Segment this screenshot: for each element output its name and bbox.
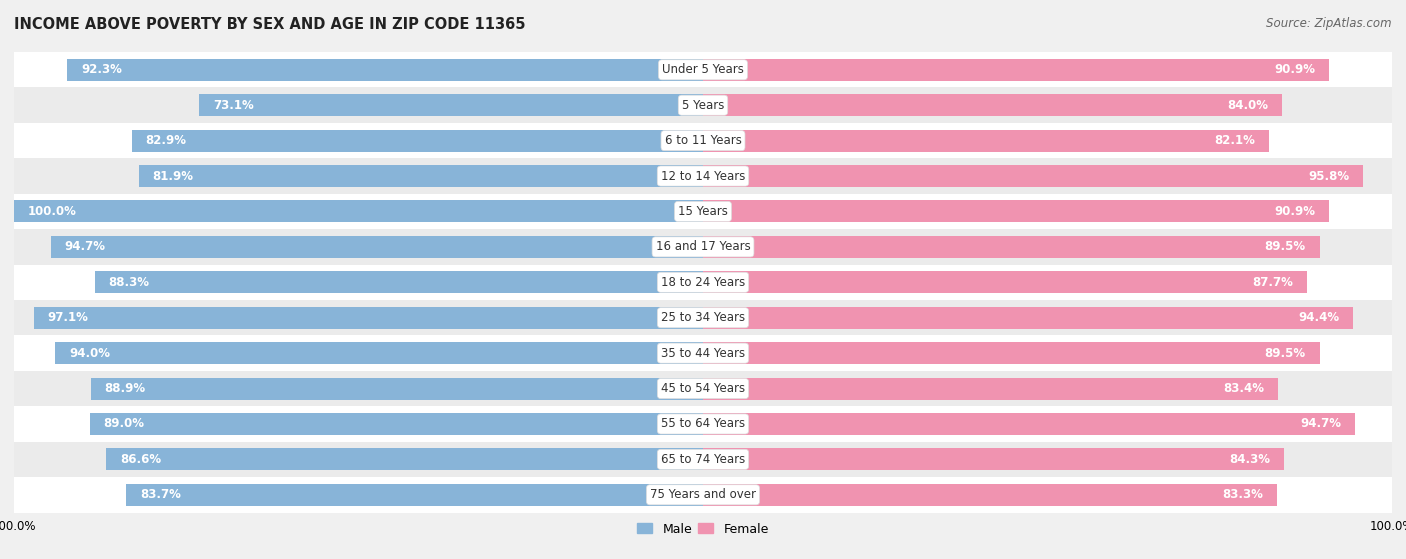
Text: 90.9%: 90.9% [1274, 63, 1316, 76]
Text: INCOME ABOVE POVERTY BY SEX AND AGE IN ZIP CODE 11365: INCOME ABOVE POVERTY BY SEX AND AGE IN Z… [14, 17, 526, 32]
Text: 88.3%: 88.3% [108, 276, 149, 289]
Bar [90, 377, 703, 400]
Text: 6 to 11 Years: 6 to 11 Years [665, 134, 741, 147]
Bar [703, 413, 1355, 435]
Bar [703, 484, 1277, 506]
Text: 12 to 14 Years: 12 to 14 Years [661, 169, 745, 183]
Text: 5 Years: 5 Years [682, 99, 724, 112]
Bar [127, 484, 703, 506]
Text: Under 5 Years: Under 5 Years [662, 63, 744, 76]
Text: 65 to 74 Years: 65 to 74 Years [661, 453, 745, 466]
Text: Source: ZipAtlas.com: Source: ZipAtlas.com [1267, 17, 1392, 30]
Text: 84.3%: 84.3% [1229, 453, 1270, 466]
Bar [200, 94, 703, 116]
Bar [55, 342, 703, 364]
Bar [51, 236, 703, 258]
Bar [14, 201, 703, 222]
Bar [703, 59, 1329, 80]
Bar [703, 271, 1308, 293]
Text: 94.7%: 94.7% [1301, 418, 1341, 430]
Bar [139, 165, 703, 187]
Text: 25 to 34 Years: 25 to 34 Years [661, 311, 745, 324]
Text: 90.9%: 90.9% [1274, 205, 1316, 218]
Bar [703, 201, 1329, 222]
Text: 35 to 44 Years: 35 to 44 Years [661, 347, 745, 359]
Text: 16 and 17 Years: 16 and 17 Years [655, 240, 751, 253]
Text: 45 to 54 Years: 45 to 54 Years [661, 382, 745, 395]
Bar [107, 448, 703, 470]
Bar [14, 264, 1392, 300]
Legend: Male, Female: Male, Female [633, 518, 773, 541]
Text: 81.9%: 81.9% [152, 169, 194, 183]
Text: 89.5%: 89.5% [1265, 240, 1306, 253]
Bar [14, 229, 1392, 264]
Bar [14, 371, 1392, 406]
Bar [703, 165, 1362, 187]
Text: 97.1%: 97.1% [48, 311, 89, 324]
Bar [703, 94, 1282, 116]
Text: 73.1%: 73.1% [214, 99, 254, 112]
Bar [14, 158, 1392, 194]
Bar [703, 448, 1284, 470]
Bar [14, 442, 1392, 477]
Text: 89.0%: 89.0% [104, 418, 145, 430]
Text: 18 to 24 Years: 18 to 24 Years [661, 276, 745, 289]
Bar [67, 59, 703, 80]
Text: 83.7%: 83.7% [141, 489, 181, 501]
Text: 82.9%: 82.9% [146, 134, 187, 147]
Bar [14, 52, 1392, 88]
Bar [34, 307, 703, 329]
Text: 84.0%: 84.0% [1227, 99, 1268, 112]
Text: 86.6%: 86.6% [120, 453, 162, 466]
Bar [132, 130, 703, 151]
Text: 94.0%: 94.0% [69, 347, 110, 359]
Text: 95.8%: 95.8% [1308, 169, 1350, 183]
Bar [703, 130, 1268, 151]
Text: 94.7%: 94.7% [65, 240, 105, 253]
Bar [703, 236, 1320, 258]
Bar [703, 377, 1278, 400]
Text: 87.7%: 87.7% [1253, 276, 1294, 289]
Bar [703, 307, 1354, 329]
Text: 83.4%: 83.4% [1223, 382, 1264, 395]
Bar [14, 88, 1392, 123]
Bar [703, 342, 1320, 364]
Bar [14, 477, 1392, 513]
Text: 75 Years and over: 75 Years and over [650, 489, 756, 501]
Bar [14, 406, 1392, 442]
Text: 94.4%: 94.4% [1299, 311, 1340, 324]
Bar [94, 271, 703, 293]
Text: 83.3%: 83.3% [1222, 489, 1263, 501]
Bar [90, 413, 703, 435]
Text: 15 Years: 15 Years [678, 205, 728, 218]
Bar [14, 300, 1392, 335]
Text: 55 to 64 Years: 55 to 64 Years [661, 418, 745, 430]
Text: 92.3%: 92.3% [82, 63, 122, 76]
Text: 88.9%: 88.9% [104, 382, 145, 395]
Bar [14, 335, 1392, 371]
Text: 100.0%: 100.0% [28, 205, 77, 218]
Text: 82.1%: 82.1% [1213, 134, 1254, 147]
Bar [14, 123, 1392, 158]
Bar [14, 194, 1392, 229]
Text: 89.5%: 89.5% [1265, 347, 1306, 359]
